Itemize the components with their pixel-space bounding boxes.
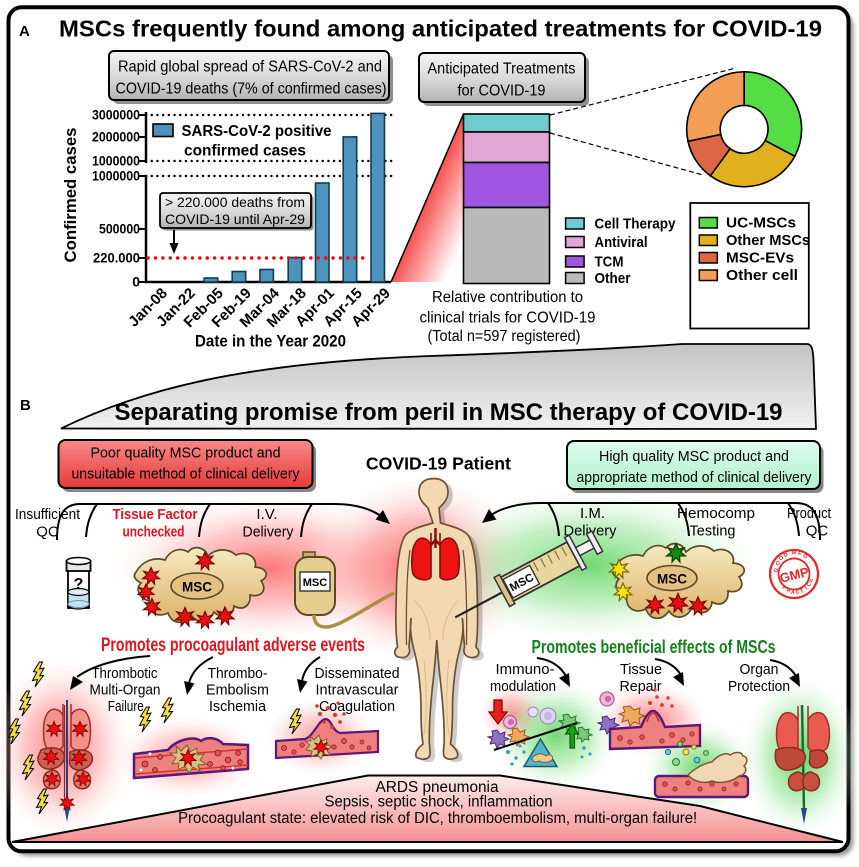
svg-text:Cell Therapy: Cell Therapy	[595, 216, 677, 233]
svg-text:Separating promise from peril: Separating promise from peril in MSC the…	[115, 399, 783, 426]
svg-text:Anticipated Treatments: Anticipated Treatments	[428, 61, 576, 78]
svg-text:Relative contribution to: Relative contribution to	[432, 289, 583, 306]
svg-text:Promotes beneficial effects of: Promotes beneficial effects of MSCs	[532, 636, 776, 657]
svg-text:Insufficient: Insufficient	[15, 506, 81, 523]
svg-text:.: .	[807, 560, 812, 566]
svg-text:Other MSCs: Other MSCs	[726, 233, 810, 249]
svg-text:MSC: MSC	[657, 572, 687, 587]
svg-text:MSC: MSC	[182, 580, 212, 595]
svg-text:Coagulation: Coagulation	[319, 699, 395, 715]
svg-text:for COVID-19: for COVID-19	[458, 83, 546, 100]
svg-text:Other cell: Other cell	[726, 268, 798, 284]
svg-text:Rapid global spread of SARS-Co: Rapid global spread of SARS-CoV-2 and	[118, 59, 382, 76]
svg-text:A: A	[791, 590, 796, 596]
svg-text:MSC-EVs: MSC-EVs	[726, 251, 794, 267]
svg-text:Product: Product	[787, 505, 832, 522]
svg-text:D: D	[783, 552, 789, 559]
svg-text:?: ?	[74, 576, 84, 593]
svg-text:COVID-19 Patient: COVID-19 Patient	[366, 454, 511, 474]
svg-text:> 220.000 deaths from: > 220.000 deaths from	[165, 194, 305, 210]
svg-text:Organ: Organ	[740, 662, 779, 678]
svg-text:High quality MSC product and: High quality MSC product and	[599, 449, 789, 465]
svg-text:GMP: GMP	[778, 564, 811, 586]
svg-text:Delivery: Delivery	[564, 523, 617, 540]
svg-text:Disseminated: Disseminated	[315, 666, 400, 682]
svg-text:1000000: 1000000	[92, 168, 140, 184]
svg-text:1000000: 1000000	[92, 153, 140, 169]
svg-text:Delivery: Delivery	[243, 524, 294, 541]
svg-text:UC-MSCs: UC-MSCs	[726, 216, 796, 232]
svg-text:clinical trials for COVID-19: clinical trials for COVID-19	[420, 310, 596, 327]
svg-text:Poor quality MSC product and: Poor quality MSC product and	[91, 446, 281, 462]
svg-text:Immuno-: Immuno-	[496, 662, 555, 678]
svg-text:Failure: Failure	[108, 699, 144, 715]
svg-text:E: E	[808, 577, 815, 583]
svg-text:Procoagulant state: elevated r: Procoagulant state: elevated risk of DIC…	[178, 810, 697, 827]
svg-text:unchecked: unchecked	[123, 524, 185, 541]
svg-text:Other: Other	[595, 270, 631, 287]
svg-text:ARDS pneumonia: ARDS pneumonia	[376, 779, 499, 796]
svg-text:0: 0	[132, 274, 140, 290]
svg-text:Hemocomp: Hemocomp	[677, 505, 755, 522]
svg-text:confirmed cases: confirmed cases	[184, 143, 306, 160]
svg-text:B: B	[20, 397, 31, 414]
svg-text:Multi-Organ: Multi-Organ	[90, 683, 161, 699]
svg-text:O: O	[778, 555, 786, 563]
svg-text:Protection: Protection	[728, 679, 790, 695]
svg-text:3000000: 3000000	[92, 107, 140, 123]
svg-text:Confirmed cases: Confirmed cases	[61, 128, 80, 263]
svg-text:(Total n=597 registered): (Total n=597 registered)	[428, 328, 581, 345]
svg-text:I.M.: I.M.	[580, 505, 605, 522]
svg-text:COVID-19 until Apr-29: COVID-19 until Apr-29	[165, 211, 305, 227]
svg-text:Sepsis, septic shock, inflamma: Sepsis, septic shock, inflammation	[325, 794, 553, 811]
svg-text:TCM: TCM	[595, 254, 624, 271]
svg-text:Ischemia: Ischemia	[209, 699, 267, 715]
svg-text:Repair: Repair	[620, 679, 662, 695]
svg-text:O: O	[775, 560, 783, 568]
svg-text:Promotes procoagulant adverse: Promotes procoagulant adverse events	[101, 635, 365, 656]
svg-text:G: G	[773, 567, 780, 573]
svg-text:QC: QC	[36, 524, 59, 541]
svg-text:Thrombotic: Thrombotic	[92, 666, 158, 682]
svg-text:2000000: 2000000	[92, 129, 140, 145]
svg-text:R: R	[786, 587, 792, 594]
svg-text:appropriate method of clinical: appropriate method of clinical delivery	[577, 470, 813, 486]
svg-text:Date in the Year 2020: Date in the Year 2020	[195, 333, 346, 351]
svg-text:COVID-19 deaths (7% of confirm: COVID-19 deaths (7% of confirmed cases)	[116, 81, 387, 98]
svg-text:Testing: Testing	[690, 523, 736, 540]
svg-text:G: G	[802, 553, 808, 560]
svg-text:unsuitable method of clinical: unsuitable method of clinical delivery	[72, 467, 301, 483]
svg-text:Intravascular: Intravascular	[316, 683, 399, 699]
svg-text:modulation: modulation	[490, 679, 556, 695]
svg-text:SARS-CoV-2 positive: SARS-CoV-2 positive	[182, 123, 332, 140]
svg-text:Tissue Factor: Tissue Factor	[113, 506, 198, 523]
svg-text:P: P	[781, 585, 788, 592]
svg-text:MSCs frequently found among an: MSCs frequently found among anticipated …	[59, 16, 822, 42]
svg-text:Thrombo-: Thrombo-	[208, 666, 268, 682]
svg-text:I: I	[804, 585, 809, 591]
svg-text:C: C	[806, 581, 813, 588]
svg-text:I.V.: I.V.	[256, 506, 277, 523]
svg-text:Tissue: Tissue	[620, 662, 662, 678]
svg-text:T: T	[800, 588, 806, 595]
svg-text:F: F	[798, 551, 803, 558]
svg-text:M: M	[792, 550, 797, 556]
svg-text:220.000: 220.000	[93, 250, 140, 266]
svg-text:MSC: MSC	[303, 577, 328, 589]
svg-text:QC: QC	[806, 523, 829, 540]
svg-text:Antiviral: Antiviral	[595, 234, 648, 251]
svg-text:A: A	[19, 23, 30, 40]
svg-text:C: C	[795, 589, 800, 596]
svg-text:Embolism: Embolism	[206, 683, 269, 699]
svg-text:500000: 500000	[99, 221, 140, 237]
